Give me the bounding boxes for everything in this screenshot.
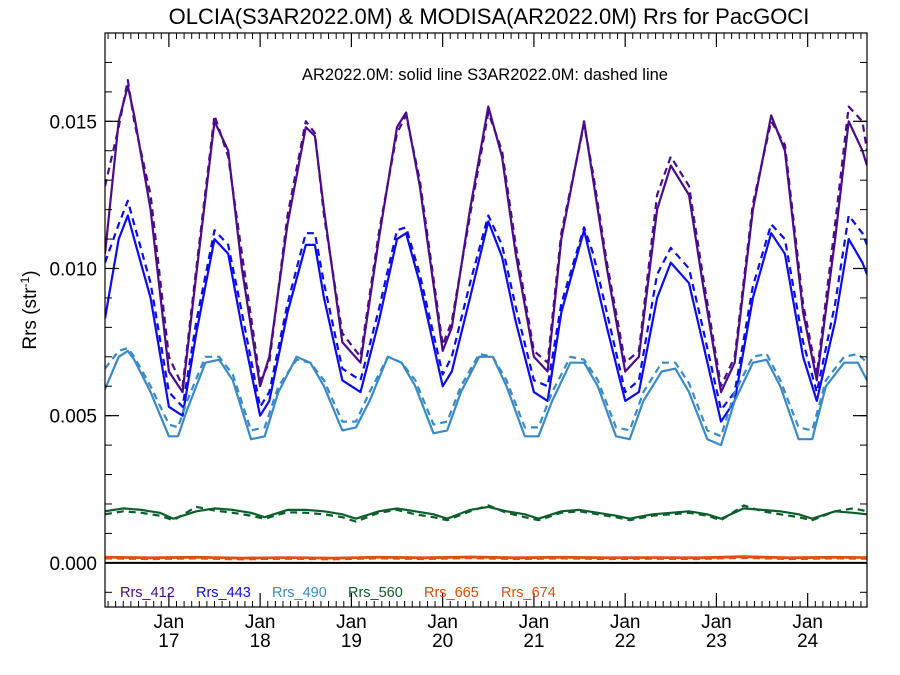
x-tick-year-label: 22 [615, 631, 636, 652]
y-tick-label: 0.010 [49, 259, 97, 280]
x-tick-year-label: 19 [341, 631, 362, 652]
legend-entry-rrs-490: Rrs_490 [272, 585, 327, 601]
x-tick-month-label: Jan [245, 612, 276, 633]
series-line-rrs-412-solid [105, 84, 867, 394]
y-tick-label: 0.015 [49, 112, 97, 133]
x-tick-year-label: 24 [797, 631, 819, 652]
chart-annotation: AR2022.0M: solid line S3AR2022.0M: dashe… [302, 66, 668, 84]
x-tick-month-label: Jan [792, 612, 823, 633]
legend-entry-rrs-674: Rrs_674 [501, 585, 556, 601]
series-line-rrs-443-dashed [105, 199, 867, 411]
x-tick-month-label: Jan [427, 612, 458, 633]
x-tick-year-label: 20 [432, 631, 453, 652]
y-axis-label: Rrs (str-1) [18, 270, 41, 349]
x-tick-month-label: Jan [154, 612, 185, 633]
chart-title: OLCIA(S3AR2022.0M) & MODISA(AR2022.0M) R… [169, 4, 810, 29]
series-line-rrs-490-solid [105, 349, 867, 447]
legend-entry-rrs-412: Rrs_412 [120, 585, 175, 601]
series-layer [105, 78, 867, 564]
series-line-rrs-443-solid [105, 214, 867, 423]
x-tick-year-label: 21 [523, 631, 544, 652]
series-line-rrs-560-solid [105, 505, 867, 520]
series-line-rrs-560-dashed [105, 504, 867, 523]
legend: Rrs_412 Rrs_443 Rrs_490 Rrs_560 Rrs_665 Rrs_6… [120, 585, 556, 601]
y-axis-label-sup: -1 [18, 276, 32, 287]
y-tick-label: 0.000 [49, 554, 97, 575]
legend-entry-rrs-665: Rrs_665 [424, 585, 479, 601]
y-axis-label-end: ) [20, 270, 41, 276]
y-axis-label-main: Rrs (str [20, 287, 41, 350]
axes-layer: 0.0000.0050.0100.015Jan17Jan18Jan19Jan20… [49, 32, 868, 652]
x-tick-month-label: Jan [610, 612, 641, 633]
legend-entry-rrs-443: Rrs_443 [196, 585, 251, 601]
x-tick-month-label: Jan [519, 612, 550, 633]
plot-frame [104, 32, 868, 608]
x-tick-month-label: Jan [701, 612, 732, 633]
x-tick-year-label: 17 [158, 631, 179, 652]
x-tick-year-label: 23 [706, 631, 727, 652]
x-tick-year-label: 18 [250, 631, 271, 652]
series-line-rrs-674-solid [105, 555, 867, 560]
y-tick-label: 0.005 [49, 407, 97, 428]
x-tick-month-label: Jan [336, 612, 367, 633]
legend-entry-rrs-560: Rrs_560 [348, 585, 403, 601]
